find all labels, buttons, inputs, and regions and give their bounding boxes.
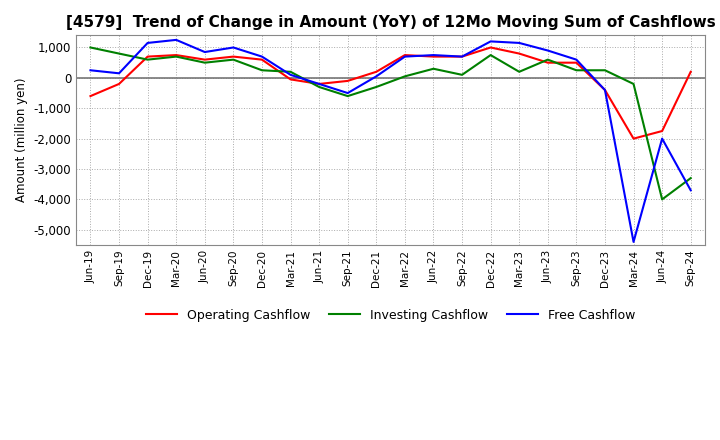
Investing Cashflow (458, 72, 467, 77)
Operating Cashflow (372, 69, 381, 74)
Investing Cashflow (515, 69, 523, 74)
Operating Cashflow (544, 60, 552, 65)
Operating Cashflow (400, 52, 409, 58)
Line: Operating Cashflow: Operating Cashflow (91, 48, 690, 139)
Free Cashflow (229, 45, 238, 50)
Free Cashflow (686, 187, 695, 193)
Operating Cashflow (258, 57, 266, 62)
Free Cashflow (629, 239, 638, 245)
Y-axis label: Amount (million yen): Amount (million yen) (15, 78, 28, 202)
Free Cashflow (400, 54, 409, 59)
Free Cashflow (544, 48, 552, 53)
Investing Cashflow (658, 197, 667, 202)
Operating Cashflow (658, 128, 667, 134)
Operating Cashflow (629, 136, 638, 141)
Free Cashflow (486, 39, 495, 44)
Investing Cashflow (686, 176, 695, 181)
Investing Cashflow (400, 74, 409, 79)
Operating Cashflow (114, 81, 123, 87)
Free Cashflow (515, 40, 523, 46)
Investing Cashflow (172, 54, 181, 59)
Investing Cashflow (486, 52, 495, 58)
Investing Cashflow (114, 51, 123, 56)
Investing Cashflow (429, 66, 438, 71)
Operating Cashflow (572, 60, 581, 65)
Investing Cashflow (200, 60, 209, 65)
Investing Cashflow (86, 45, 95, 50)
Investing Cashflow (287, 69, 295, 74)
Free Cashflow (572, 57, 581, 62)
Free Cashflow (114, 71, 123, 76)
Free Cashflow (86, 68, 95, 73)
Investing Cashflow (343, 93, 352, 99)
Operating Cashflow (429, 54, 438, 59)
Line: Investing Cashflow: Investing Cashflow (91, 48, 690, 199)
Investing Cashflow (572, 68, 581, 73)
Operating Cashflow (515, 51, 523, 56)
Free Cashflow (600, 88, 609, 93)
Investing Cashflow (258, 68, 266, 73)
Operating Cashflow (200, 57, 209, 62)
Operating Cashflow (686, 69, 695, 74)
Investing Cashflow (143, 57, 152, 62)
Investing Cashflow (315, 84, 323, 90)
Operating Cashflow (172, 52, 181, 58)
Free Cashflow (658, 136, 667, 141)
Operating Cashflow (600, 88, 609, 93)
Investing Cashflow (600, 68, 609, 73)
Investing Cashflow (629, 81, 638, 87)
Operating Cashflow (86, 93, 95, 99)
Line: Free Cashflow: Free Cashflow (91, 40, 690, 242)
Free Cashflow (343, 90, 352, 95)
Free Cashflow (172, 37, 181, 43)
Operating Cashflow (343, 78, 352, 84)
Free Cashflow (372, 74, 381, 79)
Free Cashflow (458, 54, 467, 59)
Free Cashflow (200, 49, 209, 55)
Free Cashflow (143, 40, 152, 46)
Operating Cashflow (486, 45, 495, 50)
Free Cashflow (429, 52, 438, 58)
Investing Cashflow (229, 57, 238, 62)
Operating Cashflow (143, 54, 152, 59)
Free Cashflow (315, 81, 323, 87)
Free Cashflow (258, 54, 266, 59)
Title: [4579]  Trend of Change in Amount (YoY) of 12Mo Moving Sum of Cashflows: [4579] Trend of Change in Amount (YoY) o… (66, 15, 716, 30)
Operating Cashflow (315, 81, 323, 87)
Operating Cashflow (229, 54, 238, 59)
Free Cashflow (287, 72, 295, 77)
Legend: Operating Cashflow, Investing Cashflow, Free Cashflow: Operating Cashflow, Investing Cashflow, … (140, 304, 641, 327)
Operating Cashflow (287, 77, 295, 82)
Operating Cashflow (458, 54, 467, 59)
Investing Cashflow (544, 57, 552, 62)
Investing Cashflow (372, 84, 381, 90)
